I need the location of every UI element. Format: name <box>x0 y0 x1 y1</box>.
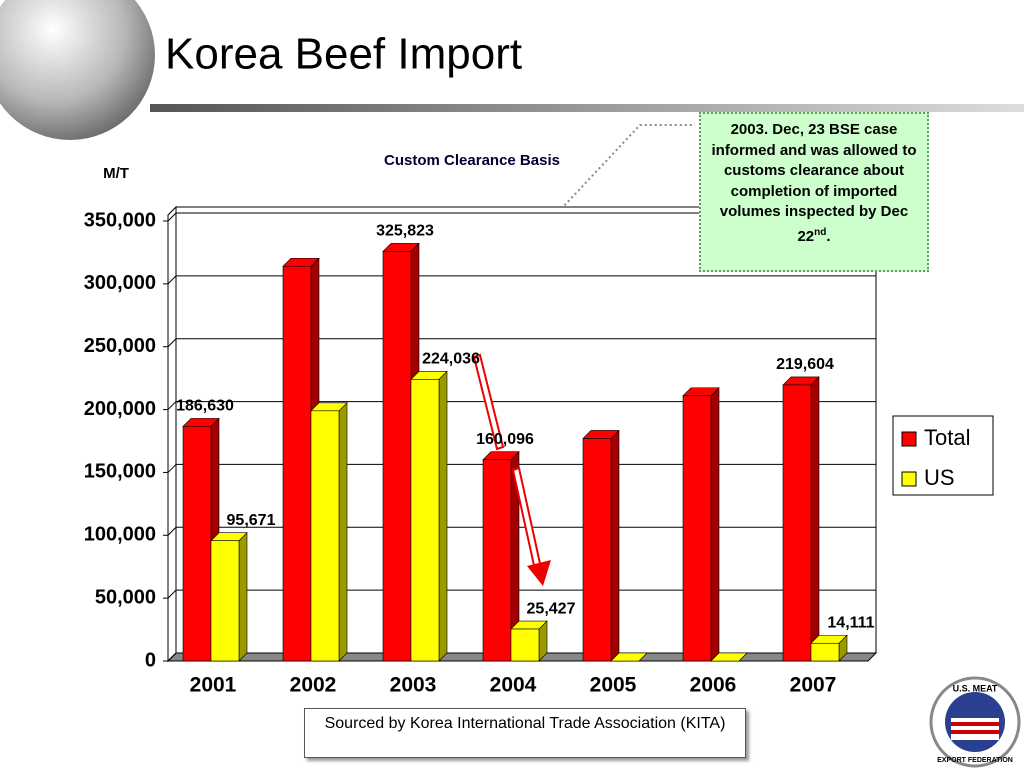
bar <box>310 410 340 662</box>
x-tick-label: 2004 <box>490 674 537 697</box>
bar-top <box>610 652 648 662</box>
bar <box>782 384 812 662</box>
y-tick-label: 200,000 <box>84 398 156 420</box>
side-wall <box>167 205 177 663</box>
bar-side <box>610 429 620 662</box>
source-note: Sourced by Korea International Trade Ass… <box>304 708 746 758</box>
grid-line <box>167 401 177 410</box>
x-tick-label: 2005 <box>590 674 637 697</box>
chart-title: Korea Beef Import <box>165 30 522 79</box>
data-label: 224,036 <box>422 351 480 368</box>
annotation-sup: nd <box>814 226 827 238</box>
bar <box>210 540 240 662</box>
bar <box>182 426 212 662</box>
logo: U.S. MEAT EXPORT FEDERATION <box>929 676 1021 768</box>
data-label: 14,111 <box>827 614 874 631</box>
annotation: 2003. Dec, 23 BSE case informed and was … <box>699 112 929 272</box>
y-tick-label: 0 <box>145 649 156 671</box>
bar <box>582 438 612 662</box>
logo-text: U.S. MEAT <box>953 683 998 693</box>
data-label: 186,630 <box>176 398 234 415</box>
bar-side <box>810 376 820 662</box>
legend-swatch <box>901 471 917 487</box>
bar <box>382 251 412 662</box>
title-rule <box>150 104 1024 112</box>
bar-side <box>438 370 448 662</box>
x-tick-label: 2007 <box>790 674 837 697</box>
y-tick-label: 150,000 <box>84 461 156 483</box>
x-tick-label: 2002 <box>290 674 337 697</box>
chart-subtitle: Custom Clearance Basis <box>384 152 560 169</box>
data-label: 25,427 <box>527 600 576 617</box>
data-label: 95,671 <box>227 512 276 529</box>
legend-swatch <box>901 431 917 447</box>
bar <box>410 379 440 662</box>
grid-line <box>167 589 177 599</box>
bar-side <box>238 532 248 662</box>
data-label: 160,096 <box>476 431 534 448</box>
bar-top <box>710 652 748 662</box>
annotation-text: 2003. Dec, 23 BSE case informed and was … <box>711 121 917 245</box>
x-tick-label: 2001 <box>190 674 237 697</box>
y-axis-label: M/T <box>103 165 129 182</box>
data-label: 325,823 <box>376 223 434 240</box>
bar-side <box>710 387 720 662</box>
legend-label: US <box>924 465 955 490</box>
trend-arrow <box>472 353 551 586</box>
bar <box>510 628 540 662</box>
bar <box>482 459 512 662</box>
data-label: 219,604 <box>776 356 834 373</box>
y-tick-label: 100,000 <box>84 524 156 546</box>
x-tick-label: 2006 <box>690 674 737 697</box>
globe-decoration <box>0 0 155 140</box>
y-tick-label: 350,000 <box>84 209 156 231</box>
annotation-end: . <box>826 227 831 245</box>
y-tick-label: 250,000 <box>84 335 156 357</box>
y-tick-label: 50,000 <box>95 586 156 608</box>
x-tick-label: 2003 <box>390 674 437 697</box>
y-tick-label: 300,000 <box>84 272 156 294</box>
logo-text: EXPORT FEDERATION <box>937 757 1013 764</box>
bar <box>682 395 712 662</box>
grid-line <box>167 464 177 473</box>
grid-line <box>167 338 177 348</box>
grid-line <box>167 212 177 222</box>
grid-line <box>167 275 177 285</box>
grid-line <box>167 652 177 662</box>
bar-side <box>338 402 348 662</box>
bar <box>810 642 840 662</box>
legend-label: Total <box>924 425 970 450</box>
grid-line <box>167 526 177 536</box>
bar <box>282 265 312 662</box>
